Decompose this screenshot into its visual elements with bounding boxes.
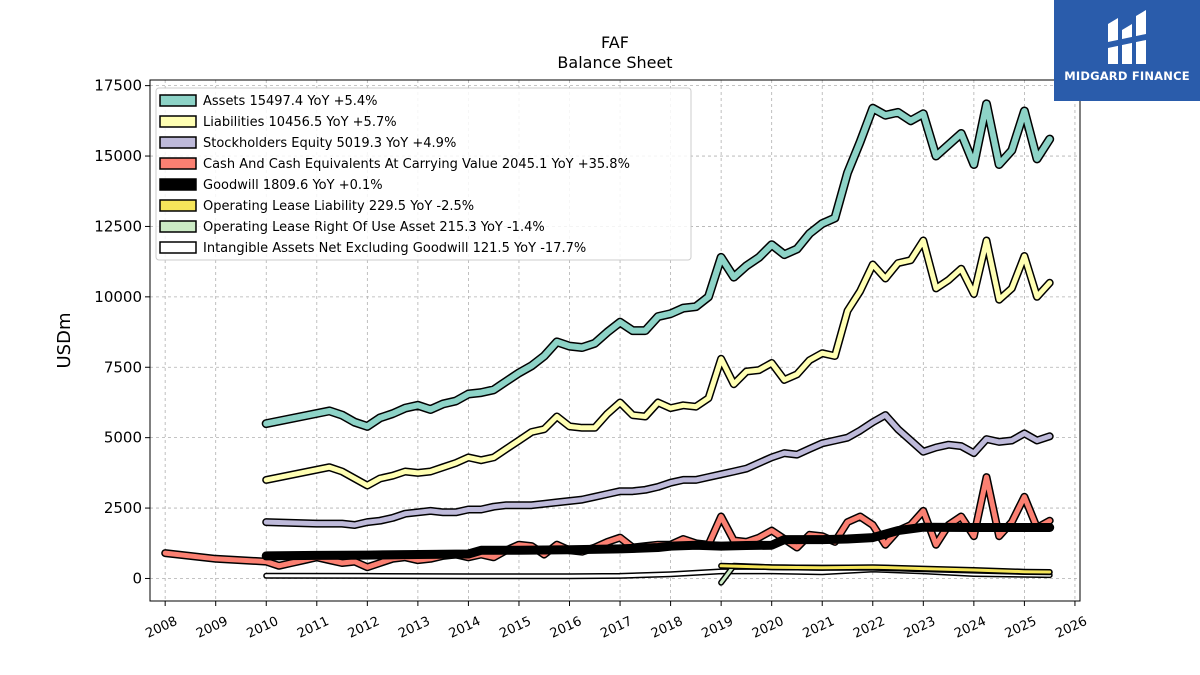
legend-box — [155, 87, 692, 261]
series-liabilities — [262, 236, 1054, 490]
x-tick-label: 2016 — [548, 614, 584, 642]
y-tick-label: 0 — [132, 569, 142, 587]
x-tick-label: 2020 — [750, 614, 786, 642]
x-tick-label: 2015 — [497, 614, 533, 642]
series-line — [719, 564, 1052, 574]
x-tick-label: 2013 — [396, 614, 432, 642]
x-tick-label: 2008 — [144, 614, 180, 642]
brand-logo: MIDGARD FINANCE — [1054, 0, 1200, 101]
series-operating-lease-liability — [718, 562, 1053, 575]
y-axis-label: USDm — [54, 313, 75, 369]
legend-item: Cash And Cash Equivalents At Carrying Va… — [159, 157, 630, 172]
series-line — [263, 238, 1053, 488]
x-tick-label: 2017 — [598, 614, 634, 642]
legend-item: Assets 15497.4 YoY +5.4% — [159, 94, 378, 109]
legend-swatch — [159, 178, 197, 191]
series-line — [263, 100, 1053, 430]
legend-item: Goodwill 1809.6 YoY +0.1% — [159, 178, 383, 193]
series-line — [263, 412, 1053, 528]
x-tick-label: 2024 — [952, 614, 988, 642]
x-tick-label: 2021 — [801, 614, 837, 642]
y-tick-label: 12500 — [94, 217, 142, 235]
legend-swatch — [159, 199, 197, 212]
series-goodwill — [261, 522, 1055, 561]
y-tick-label: 17500 — [94, 77, 142, 95]
legend-swatch — [159, 157, 197, 170]
y-tick-label: 15000 — [94, 147, 142, 165]
legend-label: Goodwill 1809.6 YoY +0.1% — [203, 178, 383, 193]
legend-item: Operating Lease Right Of Use Asset 215.3… — [159, 220, 545, 235]
x-tick-label: 2012 — [346, 614, 382, 642]
legend-label: Operating Lease Liability 229.5 YoY -2.5… — [203, 199, 474, 214]
y-tick-label: 2500 — [104, 499, 142, 517]
legend-item: Liabilities 10456.5 YoY +5.7% — [159, 115, 397, 130]
legend-swatch — [159, 220, 197, 233]
legend-label: Stockholders Equity 5019.3 YoY +4.9% — [203, 136, 456, 151]
legend-swatch — [159, 115, 197, 128]
legend-swatch — [159, 241, 197, 254]
brand-name: MIDGARD FINANCE — [1064, 69, 1190, 83]
chart-title: FAF — [601, 33, 629, 52]
series-intangible-assets-net-excluding-goodwill — [263, 566, 1053, 580]
legend-label: Cash And Cash Equivalents At Carrying Va… — [203, 157, 630, 172]
legend-swatch — [159, 136, 197, 149]
series-assets — [261, 99, 1055, 431]
series-outline — [262, 411, 1054, 529]
x-tick-label: 2019 — [699, 614, 735, 642]
x-tick-label: 2018 — [649, 614, 685, 642]
legend-item: Intangible Assets Net Excluding Goodwill… — [159, 241, 586, 256]
series-line — [261, 522, 1055, 561]
x-tick-label: 2026 — [1053, 614, 1089, 642]
legend-swatch — [159, 94, 197, 107]
legend-label: Liabilities 10456.5 YoY +5.7% — [203, 115, 397, 130]
x-tick-label: 2023 — [902, 614, 938, 642]
midgard-logo-icon — [1108, 10, 1146, 64]
y-tick-label: 7500 — [104, 358, 142, 376]
series-line — [264, 568, 1052, 578]
legend: Assets 15497.4 YoY +5.4% Liabilities 1045… — [155, 87, 692, 261]
series-stockholders-equity — [262, 411, 1054, 529]
plot-frame — [149, 79, 1081, 602]
x-tick-label: 2009 — [194, 614, 230, 642]
x-tick-label: 2022 — [851, 614, 887, 642]
x-tick-label: 2025 — [1003, 614, 1039, 642]
y-tick-label: 10000 — [94, 288, 142, 306]
chart-subtitle: Balance Sheet — [557, 53, 672, 72]
x-tick-label: 2014 — [447, 614, 483, 642]
legend-label: Assets 15497.4 YoY +5.4% — [203, 94, 378, 109]
legend-item: Operating Lease Liability 229.5 YoY -2.5… — [159, 199, 474, 214]
legend-label: Operating Lease Right Of Use Asset 215.3… — [203, 220, 545, 235]
x-tick-label: 2010 — [245, 614, 281, 642]
y-tick-label: 5000 — [104, 429, 142, 447]
x-tick-label: 2011 — [295, 614, 331, 642]
legend-item: Stockholders Equity 5019.3 YoY +4.9% — [159, 136, 456, 151]
legend-label: Intangible Assets Net Excluding Goodwill… — [203, 241, 586, 256]
